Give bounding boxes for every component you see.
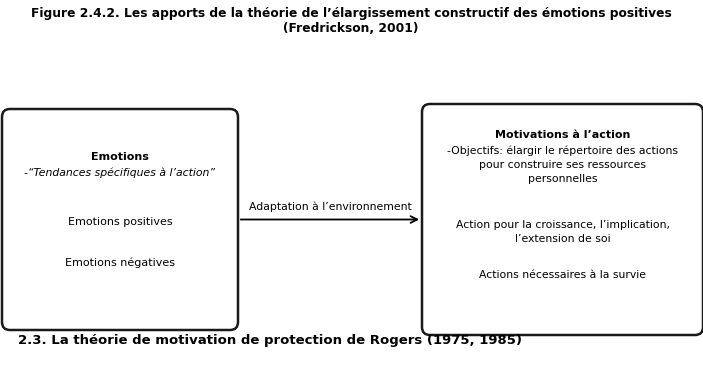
Text: -Objectifs: élargir le répertoire des actions
pour construire ses ressources
per: -Objectifs: élargir le répertoire des ac… — [447, 146, 678, 185]
Text: Emotions positives: Emotions positives — [67, 217, 172, 227]
Text: Emotions négatives: Emotions négatives — [65, 257, 175, 267]
Text: 2.3. La théorie de motivation de protection de Rogers (1975, 1985): 2.3. La théorie de motivation de protect… — [18, 334, 522, 347]
Text: -“Tendances spécifiques à l’action”: -“Tendances spécifiques à l’action” — [25, 167, 216, 178]
Text: Action pour la croissance, l’implication,
l’extension de soi: Action pour la croissance, l’implication… — [456, 220, 669, 244]
Text: Adaptation à l’environnement: Adaptation à l’environnement — [249, 201, 411, 212]
Text: (Fredrickson, 2001): (Fredrickson, 2001) — [283, 22, 419, 35]
Text: Emotions: Emotions — [91, 152, 149, 162]
FancyBboxPatch shape — [2, 109, 238, 330]
Text: Figure 2.4.2. Les apports de la théorie de l’élargissement constructif des émoti: Figure 2.4.2. Les apports de la théorie … — [31, 7, 671, 20]
Text: Actions nécessaires à la survie: Actions nécessaires à la survie — [479, 270, 646, 280]
Text: Motivations à l’action: Motivations à l’action — [495, 130, 630, 140]
FancyBboxPatch shape — [422, 104, 703, 335]
